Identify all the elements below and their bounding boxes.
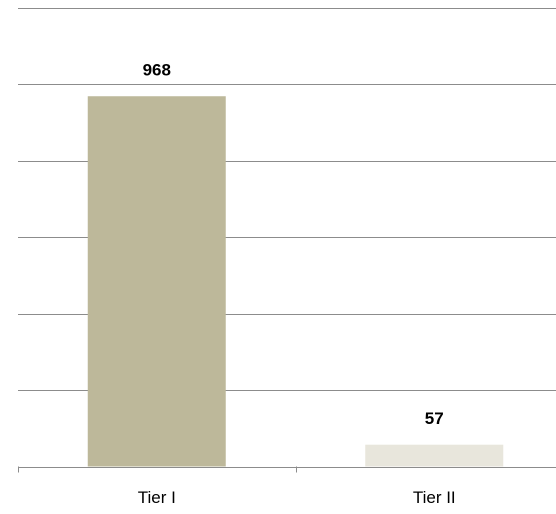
x-tick-label: Tier II — [413, 488, 456, 507]
value-label: 57 — [425, 409, 444, 428]
value-label: 968 — [143, 61, 171, 80]
x-tick-label: Tier I — [138, 488, 176, 507]
bar — [87, 96, 226, 467]
bar — [365, 444, 504, 467]
